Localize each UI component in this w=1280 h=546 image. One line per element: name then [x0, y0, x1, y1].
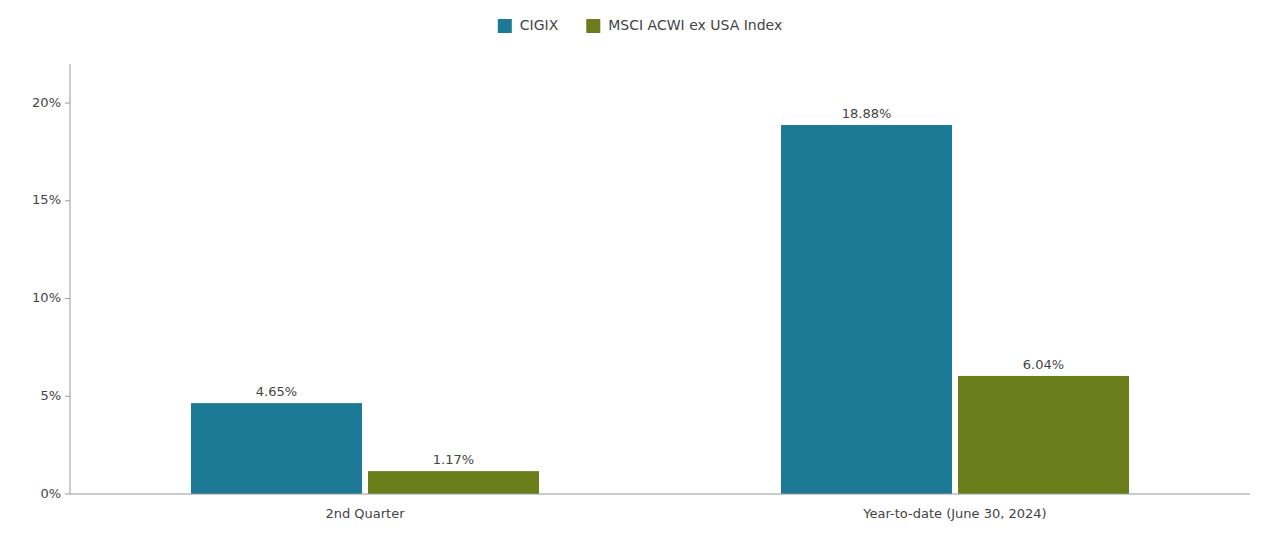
- y-tick-label: 5%: [40, 388, 61, 403]
- x-axis: 2nd Quarter Year-to-date (June 30, 2024): [70, 494, 1250, 521]
- legend-swatch: [498, 19, 512, 33]
- y-tick-label: 20%: [32, 95, 61, 110]
- data-label: 1.17%: [433, 452, 474, 467]
- legend: CIGIX MSCI ACWI ex USA Index: [498, 17, 782, 33]
- chart-container: 0% 5% 10% 15% 20% 4.65% 18.88% 1.17% 6.04% 2nd Qu…: [0, 0, 1280, 546]
- data-label: 18.88%: [842, 106, 892, 121]
- bar: [958, 376, 1129, 494]
- y-tick: [65, 200, 70, 201]
- legend-label: MSCI ACWI ex USA Index: [608, 17, 782, 33]
- bar: [191, 403, 362, 494]
- chart: 0% 5% 10% 15% 20% 4.65% 18.88% 1.17% 6.04% 2nd Qu…: [0, 0, 1280, 546]
- y-tick: [65, 298, 70, 299]
- data-label: 4.65%: [256, 384, 297, 399]
- bars: [191, 125, 1129, 494]
- y-axis: 0% 5% 10% 15% 20%: [32, 64, 70, 501]
- y-tick: [65, 103, 70, 104]
- legend-swatch: [586, 19, 600, 33]
- y-tick: [65, 494, 70, 495]
- data-label: 6.04%: [1023, 357, 1064, 372]
- x-tick-label: Year-to-date (June 30, 2024): [862, 506, 1046, 521]
- bar: [781, 125, 952, 494]
- legend-item: CIGIX: [498, 17, 559, 33]
- legend-item: MSCI ACWI ex USA Index: [586, 17, 782, 33]
- x-tick-label: 2nd Quarter: [325, 506, 405, 521]
- bar: [368, 471, 539, 494]
- page: {"chart_data": {"type": "bar", "categori…: [0, 0, 1280, 546]
- y-tick-label: 0%: [40, 486, 61, 501]
- y-tick: [65, 396, 70, 397]
- legend-label: CIGIX: [520, 17, 559, 33]
- y-tick-label: 10%: [32, 290, 61, 305]
- y-axis-line: [70, 64, 71, 494]
- data-labels: 4.65% 18.88% 1.17% 6.04%: [256, 106, 1064, 467]
- y-tick-label: 15%: [32, 192, 61, 207]
- x-axis-line: [70, 494, 1250, 495]
